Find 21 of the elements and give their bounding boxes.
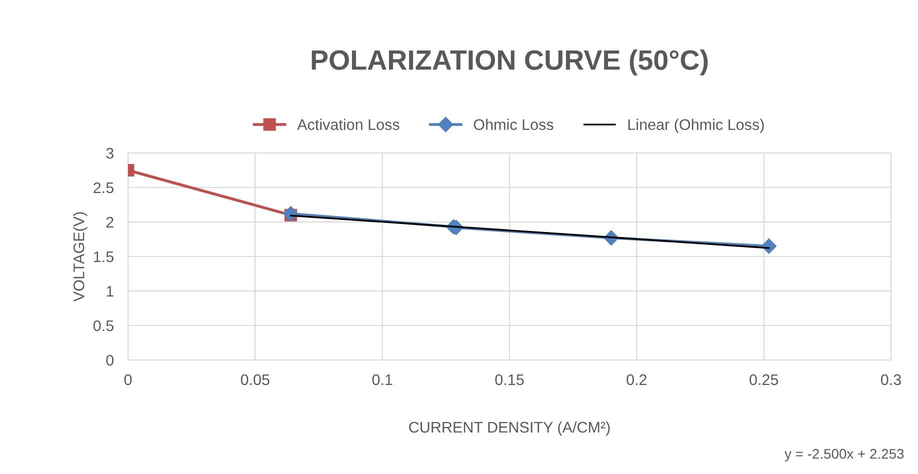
x-tick-label: 0.25	[750, 374, 778, 386]
legend-label: Linear (Ohmic Loss)	[628, 118, 764, 134]
x-tick-label: 0.3	[880, 374, 901, 386]
x-tick-label: 0.15	[495, 374, 524, 386]
legend-label: Ohmic Loss	[474, 118, 554, 130]
x-tick-label: 0.2	[626, 374, 647, 386]
x-axis-title: CURRENT DENSITY (A/CM²)	[409, 421, 610, 436]
text: y = -2.500x + 2.253	[784, 448, 904, 462]
x-tick-label: 0.1	[372, 374, 392, 386]
y-tick-label: 2	[106, 216, 114, 228]
x-tick-label: 0.05	[240, 374, 270, 386]
x-tick-label: 0	[124, 374, 132, 386]
y-tick-label: 2.5	[94, 182, 114, 194]
y-tick-label: 1	[106, 286, 114, 297]
y-tick-label: 0	[106, 354, 114, 366]
y-axis-title: VOLTAGE(V)	[73, 212, 88, 302]
y-tick-label: 1.5	[94, 252, 114, 262]
y-tick-label: 0.5	[93, 320, 114, 332]
chart-title: POLARIZATION CURVE (50°C)	[312, 50, 708, 76]
y-tick-label: 3	[106, 148, 114, 159]
legend-label: Activation Loss	[297, 118, 400, 130]
